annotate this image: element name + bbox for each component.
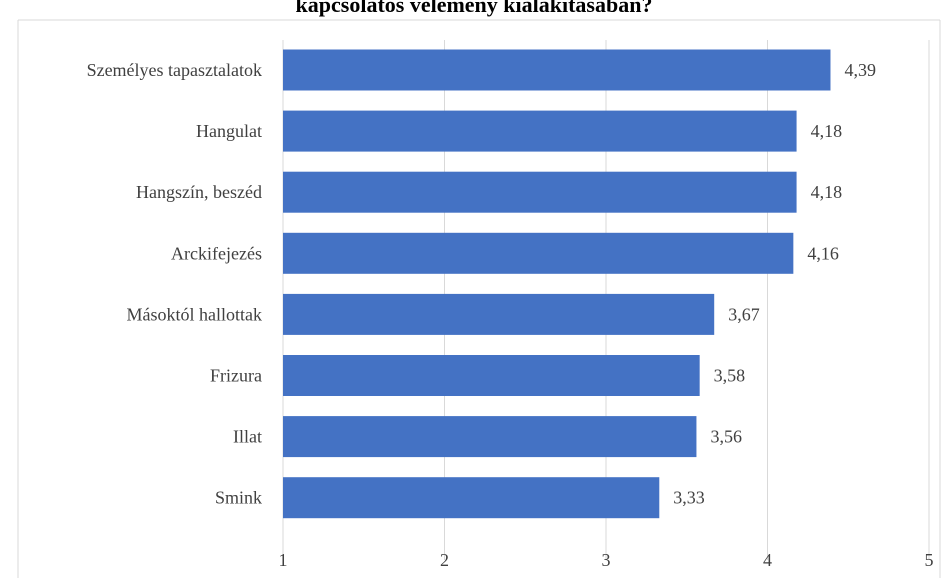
bar: [283, 171, 797, 213]
bar: [283, 477, 660, 519]
x-axis-ticks: 1 2 3 4 5: [279, 550, 934, 570]
category-label: Személyes tapasztalatok: [87, 60, 262, 80]
data-label: 4,18: [811, 182, 843, 202]
data-label: 3,58: [714, 366, 746, 386]
bar: [283, 110, 797, 152]
data-label: 3,67: [728, 304, 760, 324]
bar: [283, 232, 794, 274]
data-label: 3,33: [673, 488, 705, 508]
category-label: Hangulat: [196, 121, 262, 141]
x-tick-label: 5: [925, 550, 934, 570]
bar: [283, 416, 697, 458]
bar: [283, 293, 715, 335]
category-label: Másoktól hallottak: [127, 304, 262, 324]
data-label: 3,56: [710, 427, 742, 447]
category-label: Illat: [233, 427, 262, 447]
category-label: Arckifejezés: [171, 243, 262, 263]
value-labels: 4,39 4,18 4,18 4,16 3,67 3,58 3,56 3,33: [673, 60, 876, 508]
category-label: Frizura: [210, 366, 262, 386]
bar: [283, 49, 831, 91]
data-label: 4,16: [807, 243, 839, 263]
category-label: Hangszín, beszéd: [136, 182, 262, 202]
data-label: 4,18: [811, 121, 843, 141]
category-labels: Személyes tapasztalatok Hangulat Hangszín,…: [87, 60, 262, 508]
bar: [283, 355, 700, 396]
x-tick-label: 2: [440, 550, 449, 570]
bars: [283, 49, 831, 519]
data-label: 4,39: [844, 60, 876, 80]
chart-title: kapcsolatos vélemény kialakításában?: [296, 0, 653, 17]
x-tick-label: 3: [602, 550, 611, 570]
x-tick-label: 1: [279, 550, 288, 570]
category-label: Smink: [215, 488, 262, 508]
x-tick-label: 4: [763, 550, 772, 570]
